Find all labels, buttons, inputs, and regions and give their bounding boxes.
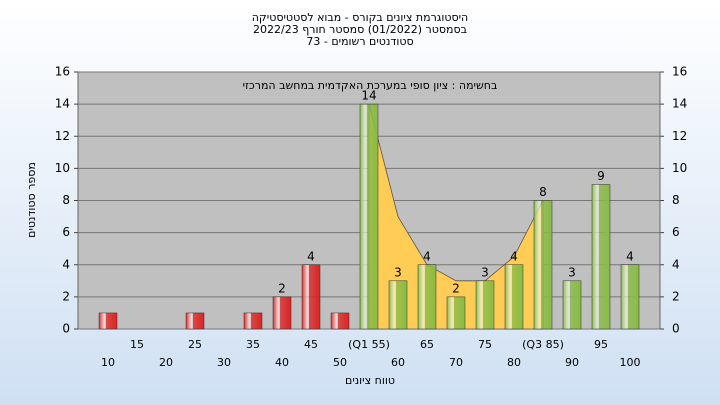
- x-tick-label: 75: [478, 338, 492, 351]
- x-tick-label: 100: [620, 356, 641, 369]
- x-tick-label: 50: [333, 356, 347, 369]
- x-tick-label: (Q3 85): [522, 338, 564, 351]
- y-tick-label: 6: [62, 225, 70, 239]
- y2-tick-label: 14: [672, 97, 687, 111]
- bar: [446, 296, 466, 330]
- bar: [301, 264, 321, 330]
- value-label: 3: [568, 265, 576, 279]
- value-label: 4: [307, 249, 315, 263]
- x-tick-label: 70: [449, 356, 463, 369]
- value-label: 4: [626, 249, 634, 263]
- x-tick-label: 35: [246, 338, 260, 351]
- y-axis-label: מספר סטודנטים: [25, 162, 38, 238]
- x-tick-label: 65: [420, 338, 434, 351]
- value-label: 2: [278, 281, 286, 295]
- y2-tick-label: 8: [672, 193, 680, 207]
- y2-tick-label: 2: [672, 289, 680, 303]
- bar: [185, 312, 205, 330]
- value-label: 14: [361, 89, 376, 103]
- value-label: 3: [481, 265, 489, 279]
- y2-tick-label: 12: [672, 129, 687, 143]
- bar: [620, 264, 640, 330]
- y2-tick-label: 6: [672, 225, 680, 239]
- x-tick-label: 10: [101, 356, 115, 369]
- value-label: 2: [452, 281, 460, 295]
- chart-title: היסטוגרמת ציונים בקורס - מבוא לסטטיסטיקה: [252, 11, 468, 24]
- x-tick-label: 15: [130, 338, 144, 351]
- y-tick-label: 2: [62, 289, 70, 303]
- chart-title: בסמסטר (01/2022) סמסטר חורף 2022/23: [253, 23, 467, 36]
- x-axis-label: טווח ציונים: [345, 374, 395, 387]
- y2-tick-label: 16: [672, 65, 687, 79]
- y-tick-label: 8: [62, 193, 70, 207]
- y-tick-label: 4: [62, 257, 70, 271]
- y-tick-label: 0: [62, 322, 70, 336]
- bar: [504, 264, 524, 330]
- y-tick-label: 14: [55, 97, 70, 111]
- bar: [330, 312, 350, 330]
- annotation: בחשימה : ציון סופי במערכת האקדמית במחשב …: [243, 79, 498, 92]
- x-tick-label: 30: [217, 356, 231, 369]
- x-tick-label: 95: [594, 338, 608, 351]
- y-tick-label: 12: [55, 129, 70, 143]
- value-label: 9: [597, 169, 605, 183]
- value-label: 8: [539, 185, 547, 199]
- x-tick-label: 90: [565, 356, 579, 369]
- x-tick-label: 60: [391, 356, 405, 369]
- bar: [388, 280, 408, 330]
- x-tick-label: 40: [275, 356, 289, 369]
- y-tick-label: 16: [55, 65, 70, 79]
- bar: [243, 312, 263, 330]
- bar: [475, 280, 495, 330]
- x-tick-label: 45: [304, 338, 318, 351]
- y-tick-label: 10: [55, 161, 70, 175]
- value-label: 3: [394, 265, 402, 279]
- bar: [562, 280, 582, 330]
- value-label: 4: [510, 249, 518, 263]
- x-tick-label: 20: [159, 356, 173, 369]
- bar: [591, 184, 611, 330]
- bar: [417, 264, 437, 330]
- bar: [272, 296, 292, 330]
- bar: [359, 103, 379, 330]
- bar: [98, 312, 118, 330]
- x-tick-label: (Q1 55): [348, 338, 390, 351]
- y2-tick-label: 10: [672, 161, 687, 175]
- bar: [533, 200, 553, 330]
- y2-tick-label: 0: [672, 322, 680, 336]
- x-tick-label: 80: [507, 356, 521, 369]
- value-label: 4: [423, 249, 431, 263]
- y2-tick-label: 4: [672, 257, 680, 271]
- chart-title: סטודנטים רשומים - 73: [306, 35, 413, 48]
- x-tick-label: 25: [188, 338, 202, 351]
